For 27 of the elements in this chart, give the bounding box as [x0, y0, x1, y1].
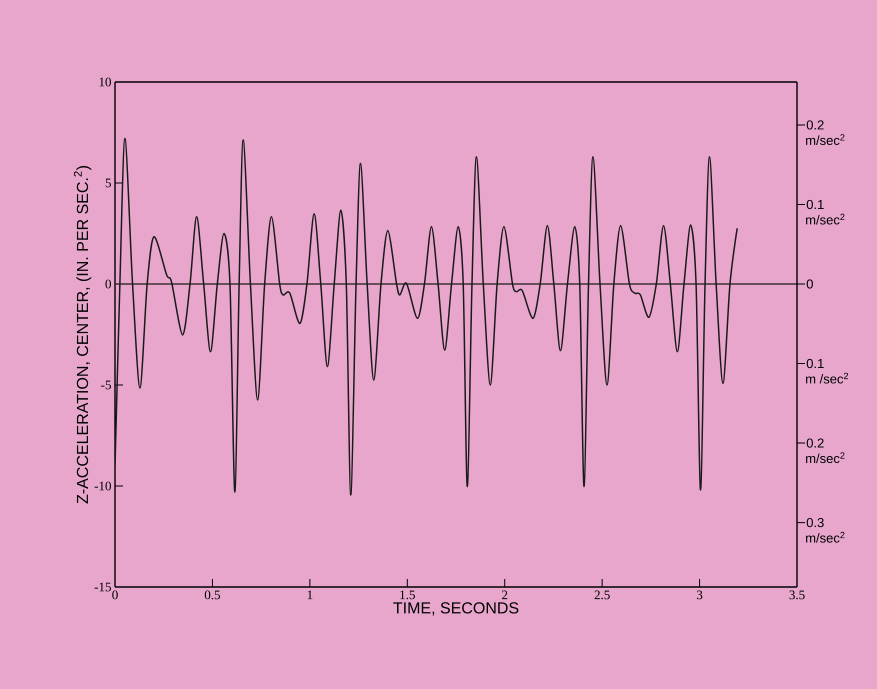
- x-tick-label: 1.5: [400, 590, 415, 600]
- y2-tick-label: 0.1: [806, 358, 824, 368]
- x-tick-label: 2: [502, 590, 508, 600]
- x-tick-label: 3: [696, 590, 702, 600]
- y-tick-label: -10: [94, 482, 111, 490]
- x-tick-label: 3.5: [790, 590, 805, 600]
- y-tick-label: -5: [101, 380, 111, 390]
- y-axis-title: Z-ACCELERATION, CENTER, (IN. PER SEC.$^{2}$): [74, 166, 92, 504]
- x-tick-label: 0: [112, 590, 118, 600]
- text: m/sec$^{2}$: [806, 532, 844, 543]
- y-tick-label: 0: [105, 280, 111, 288]
- y2-tick-label: 0.2: [806, 438, 824, 448]
- y2-tick-label: 0: [806, 279, 813, 289]
- y-tick-label: 10: [100, 78, 111, 86]
- y2-tick-label: 0.3: [806, 518, 824, 528]
- text: m/sec$^{2}$: [806, 214, 844, 225]
- y2-tick-label: 0.2: [806, 120, 824, 130]
- text: m/sec$^{2}$: [806, 134, 844, 145]
- y-tick-label: 5: [106, 178, 111, 188]
- y2-tick-label: 0.1: [806, 200, 824, 210]
- x-tick-label: 0.5: [204, 590, 220, 600]
- x-tick-label: 2.5: [594, 590, 610, 600]
- y-tick-label: -15: [94, 582, 111, 592]
- x-tick-label: 1: [308, 590, 312, 600]
- text: m /sec$^{2}$: [806, 372, 848, 384]
- x-axis-title: TIME, SECONDS: [393, 602, 518, 616]
- text: m/sec$^{2}$: [806, 452, 844, 464]
